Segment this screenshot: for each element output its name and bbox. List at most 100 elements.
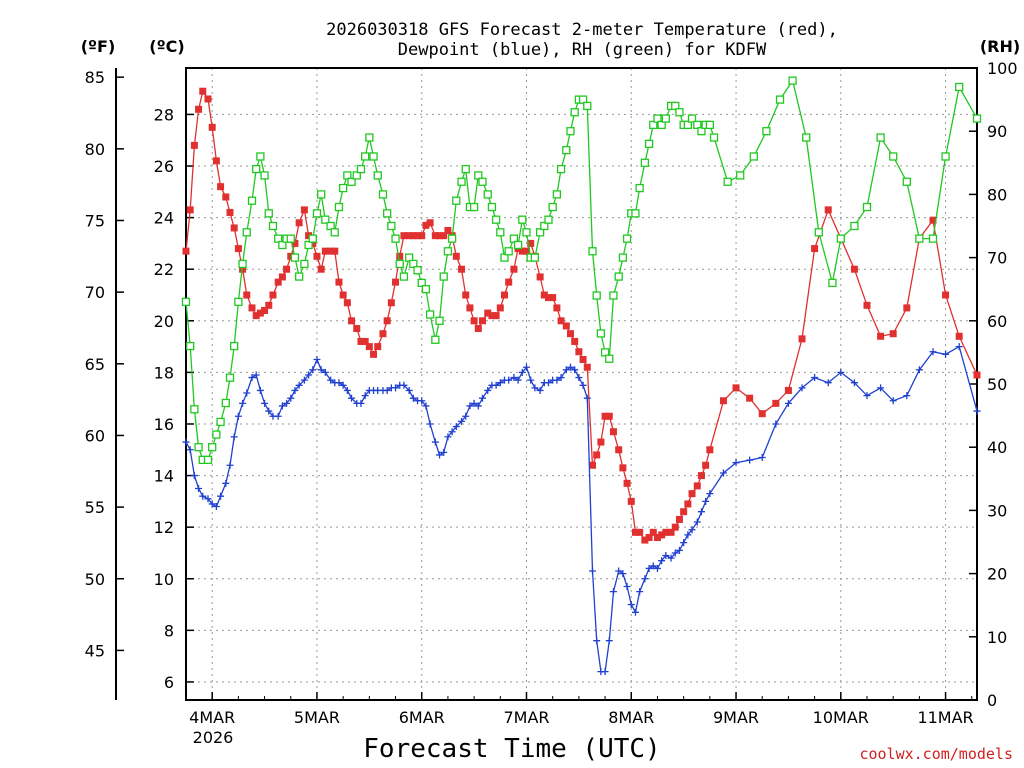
- dewpoint-point: [798, 384, 806, 392]
- rh-point: [330, 228, 339, 237]
- temperature-point: [667, 528, 675, 536]
- rh-point: [457, 177, 466, 186]
- temperature-point: [300, 206, 308, 214]
- fahrenheit-tick-label: 65: [85, 355, 105, 374]
- rh-point: [588, 247, 597, 256]
- celsius-tick-label: 18: [154, 363, 174, 382]
- rh-unit-label: (RH): [980, 37, 1020, 56]
- rh-point: [530, 253, 540, 262]
- temperature-point: [396, 252, 404, 260]
- temperature-point: [601, 412, 609, 420]
- temperature-point: [265, 301, 273, 309]
- rh-tick-label: 20: [987, 565, 1007, 584]
- rh-point: [540, 221, 549, 231]
- rh-point: [413, 266, 422, 275]
- rh-point: [705, 120, 714, 130]
- rh-point: [300, 259, 309, 269]
- dewpoint-point: [702, 497, 710, 505]
- rh-point: [334, 202, 344, 212]
- dewpoint-point: [636, 588, 644, 596]
- dewpoint-point: [199, 492, 207, 500]
- dewpoint-point: [732, 459, 740, 467]
- dewpoint-series: [182, 343, 981, 676]
- temperature-point: [353, 325, 361, 333]
- temperature-point: [212, 157, 220, 165]
- rh-point: [387, 221, 396, 231]
- dewpoint-point: [204, 495, 212, 503]
- year-label: 2026: [193, 728, 234, 747]
- data-series: [181, 76, 982, 676]
- dewpoint-point: [601, 668, 609, 676]
- temperature-point: [252, 312, 260, 320]
- temperature-point: [645, 533, 653, 541]
- temperature-point: [583, 363, 591, 371]
- rh-point: [312, 209, 322, 218]
- temperature-point: [470, 317, 478, 325]
- celsius-tick-label: 6: [164, 673, 174, 692]
- dewpoint-point: [544, 379, 552, 387]
- temperature-point: [593, 451, 601, 459]
- rh-point: [693, 120, 702, 130]
- rh-point: [487, 202, 497, 212]
- temperature-point: [784, 386, 792, 394]
- rh-point: [876, 133, 885, 142]
- rh-point: [194, 443, 203, 452]
- chart-title-line-1: 2026030318 GFS Forecast 2-meter Temperat…: [326, 20, 838, 40]
- rh-point: [264, 209, 273, 218]
- dewpoint-point: [305, 371, 313, 379]
- temperature-point: [631, 528, 639, 536]
- rh-point: [605, 354, 614, 363]
- dewpoint-point: [889, 397, 897, 405]
- rh-point: [326, 221, 335, 231]
- temperature-point: [619, 464, 627, 472]
- fahrenheit-unit-label: (ºF): [81, 37, 116, 56]
- rh-point: [889, 152, 898, 161]
- rh-point: [814, 228, 823, 237]
- dewpoint-point: [571, 366, 579, 374]
- dewpoint-point: [484, 386, 492, 394]
- dewpoint-point: [593, 637, 601, 645]
- temperature-point: [706, 446, 714, 454]
- temperature-point: [571, 337, 579, 345]
- temperature-point: [269, 291, 277, 299]
- temperature-point: [361, 337, 369, 345]
- dewpoint-point: [261, 399, 269, 407]
- rh-point: [409, 259, 418, 269]
- rh-point: [256, 152, 265, 161]
- temperature-point: [575, 348, 583, 356]
- rh-point: [356, 164, 366, 174]
- rh-point: [544, 215, 553, 224]
- celsius-tick-label: 20: [154, 312, 174, 331]
- axis-ticks: 4MAR 5MAR 6MAR 7MAR 8MAR 9MAR 10MAR 11MAR 6 8 10 12…: [85, 59, 1018, 727]
- rh-point: [225, 373, 235, 382]
- dewpoint-point: [243, 389, 251, 397]
- rh-point: [657, 120, 666, 130]
- dewpoint-point: [426, 420, 434, 428]
- dewpoint-point: [583, 394, 591, 402]
- dewpoint-point: [973, 407, 981, 415]
- dewpoint-point: [684, 531, 692, 539]
- dewpoint-point: [772, 420, 780, 428]
- celsius-tick-label: 8: [164, 621, 174, 640]
- rh-point: [274, 234, 283, 243]
- axes: [115, 67, 978, 701]
- dewpoint-point: [667, 554, 675, 562]
- temperature-point: [488, 312, 496, 320]
- dewpoint-point: [553, 376, 561, 384]
- temperature-point: [877, 332, 885, 340]
- dewpoint-point: [527, 376, 535, 384]
- rh-point: [653, 114, 662, 123]
- rh-point: [383, 209, 392, 218]
- temperature-point: [518, 247, 526, 255]
- temperature-point: [505, 278, 513, 286]
- dewpoint-point: [466, 402, 474, 410]
- dewpoint-point: [409, 394, 417, 402]
- rh-point: [522, 228, 531, 237]
- dewpoint-point: [505, 376, 513, 384]
- rh-point: [405, 253, 414, 262]
- celsius-tick-label: 16: [154, 415, 174, 434]
- rh-point: [552, 190, 562, 199]
- rh-point: [609, 291, 618, 300]
- rh-point: [352, 171, 361, 180]
- dewpoint-point: [903, 392, 911, 400]
